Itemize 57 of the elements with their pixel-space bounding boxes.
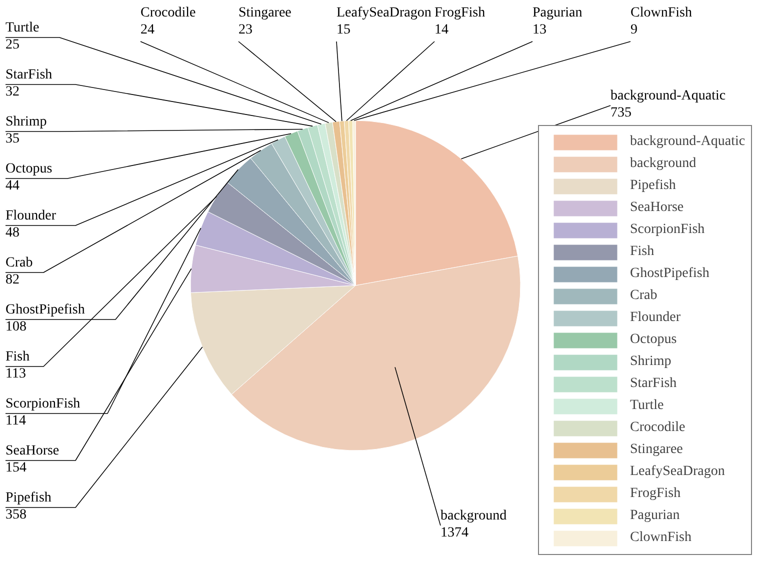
legend-label: Fish — [630, 243, 654, 261]
slice-label: background — [440, 508, 507, 524]
slice-label: ScorpionFish — [6, 396, 80, 412]
slice-label: Octopus — [6, 162, 52, 176]
legend-label: background-Aquatic — [630, 133, 746, 151]
data-label: 108 — [6, 320, 26, 334]
legend-label: Crab — [630, 287, 658, 305]
data-label: 154 — [6, 460, 26, 476]
slice-label: background-Aquatic — [610, 88, 726, 104]
data-label: 114 — [6, 414, 26, 428]
slice-label: Flounder — [6, 208, 56, 224]
data-label: 113 — [6, 366, 26, 382]
legend-label: Pagurian — [630, 507, 680, 525]
data-label: 82 — [6, 272, 20, 288]
legend-label: ClownFish — [630, 529, 692, 547]
data-label: 32 — [6, 84, 20, 100]
data-label: 14 — [434, 22, 448, 38]
data-label: 44 — [6, 178, 20, 194]
slice-label: Crab — [6, 256, 33, 270]
legend-label: Flounder — [630, 309, 681, 327]
legend-label: StarFish — [630, 375, 677, 393]
slice-label: Stingaree — [238, 6, 292, 20]
data-label: 1374 — [440, 526, 468, 540]
data-label: 35 — [6, 132, 20, 146]
slice-label: GhostPipefish — [6, 302, 85, 318]
legend-label: GhostPipefish — [630, 265, 710, 283]
legend-label: Octopus — [630, 331, 677, 349]
data-label: 25 — [6, 38, 20, 52]
data-label: 13 — [532, 22, 546, 38]
legend-label: Shrimp — [630, 353, 672, 371]
data-label: 9 — [630, 22, 638, 38]
legend-label: ScorpionFish — [630, 221, 705, 239]
slice-label: Crocodile — [140, 6, 196, 20]
data-label: 48 — [6, 226, 20, 240]
legend-label: Pipefish — [630, 177, 676, 195]
legend-label: SeaHorse — [630, 199, 684, 217]
legend-label: FrogFish — [630, 485, 681, 503]
data-label: 358 — [6, 508, 26, 522]
legend-label: Turtle — [630, 397, 664, 415]
slice-label: SeaHorse — [6, 444, 60, 458]
slice-label: Pagurian — [532, 6, 582, 20]
slice-label: Pipefish — [6, 490, 52, 506]
slice-label: StarFish — [6, 68, 52, 82]
legend-label: Crocodile — [630, 419, 686, 437]
data-label: 24 — [140, 22, 154, 38]
slice-label: LeafySeaDragon — [336, 6, 432, 20]
data-label: 23 — [238, 22, 252, 38]
data-label: 15 — [336, 22, 350, 38]
data-label: 735 — [610, 106, 632, 120]
slice-label: FrogFish — [434, 6, 486, 20]
slice-label: ClownFish — [630, 6, 692, 20]
slice-label: Shrimp — [6, 114, 47, 130]
legend-label: background — [630, 155, 696, 173]
slice-label: Fish — [6, 350, 30, 364]
legend-label: Stingaree — [630, 441, 683, 459]
slice-label: Turtle — [6, 20, 40, 36]
legend-label: LeafySeaDragon — [630, 463, 725, 481]
